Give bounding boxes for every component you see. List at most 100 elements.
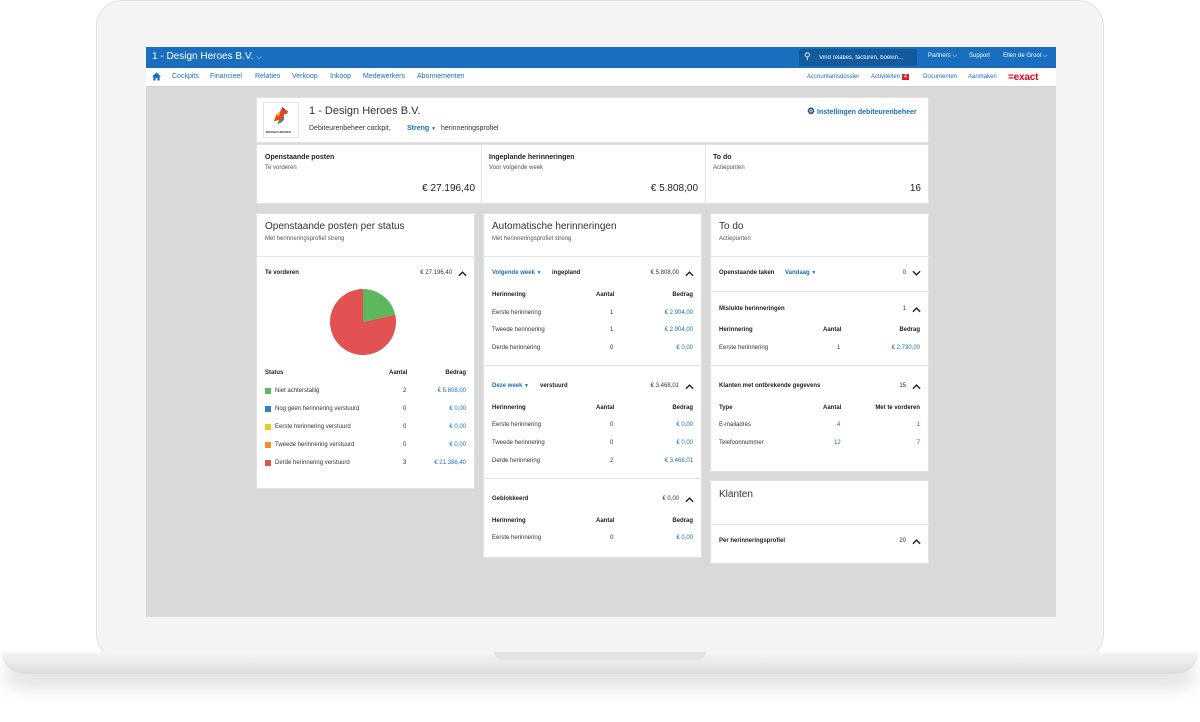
reminder-amount-link[interactable]: € 0,00 [676,535,693,541]
amount-col-header: Bedrag [672,518,693,524]
summary-divider [705,145,706,205]
summary-todo-title: To do [713,154,732,161]
chevron-up-icon[interactable] [912,383,921,390]
chevron-up-icon[interactable] [685,496,694,503]
missing-due-link[interactable]: 7 [916,440,920,446]
nav-relaties[interactable]: Relaties [255,73,281,80]
page-title: 1 - Design Heroes B.V. [309,105,421,117]
legend-swatch [265,442,271,448]
legend-swatch [265,388,271,394]
chevron-down-icon: ⌵ [256,54,262,61]
card-divider [711,256,930,257]
reminder-amount-link[interactable]: € 2.904,00 [664,310,693,316]
status-amount-link[interactable]: € 5.808,00 [437,388,466,394]
nav-financieel[interactable]: Financieel [210,73,242,80]
todo-card-sub: Actiepunten [719,236,751,242]
amount-col-header: Bedrag [672,292,693,298]
period-dropdown[interactable]: Deze week ▼ [492,383,529,389]
summary-open-value: € 27.196,40 [422,183,475,194]
partners-menu[interactable]: Partners ⌵ [928,53,957,59]
missing-count-link[interactable]: 12 [834,440,841,446]
partners-label: Partners [928,53,951,59]
status-count: 2 [403,388,407,394]
status-card-sub: Met herinneringsprofiel streng [265,236,345,242]
nav-verkoop[interactable]: Verkoop [292,73,318,80]
reminders-card: Automatische herinneringen Met herinneri… [483,213,703,558]
company-selector[interactable]: 1 - Design Heroes B.V. ⌵ [152,51,262,62]
status-col-header: Status [265,370,284,376]
status-label: Tweede herinnering verstuurd [275,442,355,448]
chevron-up-icon[interactable] [458,270,467,277]
nav-medewerkers[interactable]: Medewerkers [363,73,406,80]
reminder-count: 0 [610,345,614,351]
section-status: ingepland [552,270,581,276]
reminder-amount-link[interactable]: € 0,00 [676,345,693,351]
page-subtitle: Debiteurenbeheer cockpit, [309,125,391,132]
failed-row-label: Eerste herinnering [719,345,769,351]
nav-inkoop[interactable]: Inkoop [330,73,352,80]
todo-card-title: To do [719,221,744,232]
reminder-amount-link[interactable]: € 2.904,00 [664,327,693,333]
task-filter-value: Vandaag [785,270,810,276]
card-divider [711,524,930,525]
period-value: Volgende week [492,270,535,276]
nav-abonnementen[interactable]: Abonnementen [417,73,465,80]
user-menu[interactable]: Ellen de Groot ⌵ [1003,53,1048,59]
missing-data-count: 15 [899,383,906,389]
reminder-amount-link[interactable]: € 3.468,01 [664,458,693,464]
home-icon[interactable] [152,72,161,81]
status-amount-link[interactable]: € 0,00 [449,424,466,430]
summary-planned-sub: Voor volgende week [489,165,544,171]
status-amount-link[interactable]: € 0,00 [449,406,466,412]
chevron-up-icon[interactable] [912,306,921,313]
chevron-up-icon[interactable] [912,538,921,545]
caret-down-icon: ▼ [431,126,437,132]
failed-row-amount-link[interactable]: € 2.730,00 [891,345,920,351]
missing-count-link[interactable]: 4 [837,422,841,428]
reminder-label: Derde herinnering [492,345,541,351]
chevron-up-icon[interactable] [685,383,694,390]
status-amount-link[interactable]: € 21.388,40 [434,460,466,466]
reminder-label: Tweede herinnering [492,327,545,333]
search-input[interactable] [819,52,913,63]
nav-aanmaken[interactable]: Aanmaken [968,74,997,80]
search-box[interactable]: ⚲ [799,49,917,66]
section-total: € 3.468,01 [650,383,679,389]
status-amount-link[interactable]: € 0,00 [449,442,466,448]
task-filter-dropdown[interactable]: Vandaag ▼ [785,270,816,276]
pie-slice-0 [363,289,396,322]
legend-swatch [265,424,271,430]
clients-row-count: 20 [899,538,906,544]
reminder-col-header: Herinnering [492,518,526,524]
reminder-label: Eerste herinnering [492,535,542,541]
nav-activiteiten[interactable]: Activiteiten 4 [871,74,909,80]
chevron-up-icon[interactable] [685,270,694,277]
missing-due-link[interactable]: 1 [916,422,920,428]
profile-dropdown[interactable]: Streng ▼ [407,125,436,132]
company-name: 1 - Design Heroes B.V. [152,51,254,62]
status-count: 3 [403,460,407,466]
reminder-col-header: Herinnering [492,292,526,298]
reminder-amount-link[interactable]: € 0,00 [676,440,693,446]
section-divider [484,478,703,479]
status-card-title: Openstaande posten per status [265,221,405,232]
search-icon: ⚲ [804,51,811,61]
count-col-header: Aantal [823,405,842,411]
support-link[interactable]: Support [969,53,991,59]
reminder-amount-link[interactable]: € 0,00 [676,422,693,428]
period-value: Deze week [492,383,523,389]
nav-cockpits[interactable]: Cockpits [172,73,199,80]
count-col-header: Aantal [389,370,408,376]
summary-todo-value: 16 [909,183,921,194]
caret-down-icon: ▼ [536,270,542,276]
count-col-header: Aantal [823,327,842,333]
reminder-count: 0 [610,535,614,541]
missing-data-label: Klanten met ontbrekende gegevens [719,383,821,389]
clients-card: Klanten Per herinneringsprofiel 20 [710,480,930,564]
chevron-down-icon[interactable] [912,270,921,277]
settings-link[interactable]: ⚙ Instellingen debiteurenbeheer [807,106,917,117]
nav-documenten[interactable]: Documenten [923,74,958,80]
period-dropdown[interactable]: Volgende week ▼ [492,270,542,276]
reminder-col-header: Herinnering [719,327,753,333]
nav-accountantsdossier[interactable]: Accountantsdossier [807,74,860,80]
